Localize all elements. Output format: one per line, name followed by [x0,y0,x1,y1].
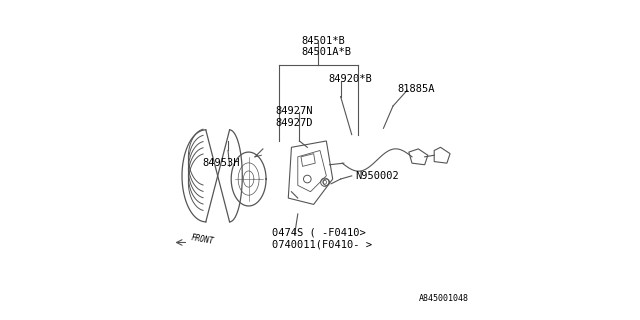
Text: A845001048: A845001048 [419,294,469,303]
Text: 84501*B: 84501*B [301,36,345,46]
Text: 84927D: 84927D [276,117,313,128]
Text: 0740011(F0410- >: 0740011(F0410- > [273,239,372,249]
Text: 81885A: 81885A [397,84,435,94]
Text: 0474S ( -F0410>: 0474S ( -F0410> [273,228,366,238]
Text: 84927N: 84927N [276,106,313,116]
Text: 84920*B: 84920*B [328,74,372,84]
Text: N950002: N950002 [355,171,399,181]
Text: 84953H: 84953H [203,158,240,168]
Text: 84501A*B: 84501A*B [301,47,351,57]
Text: FRONT: FRONT [190,233,214,246]
